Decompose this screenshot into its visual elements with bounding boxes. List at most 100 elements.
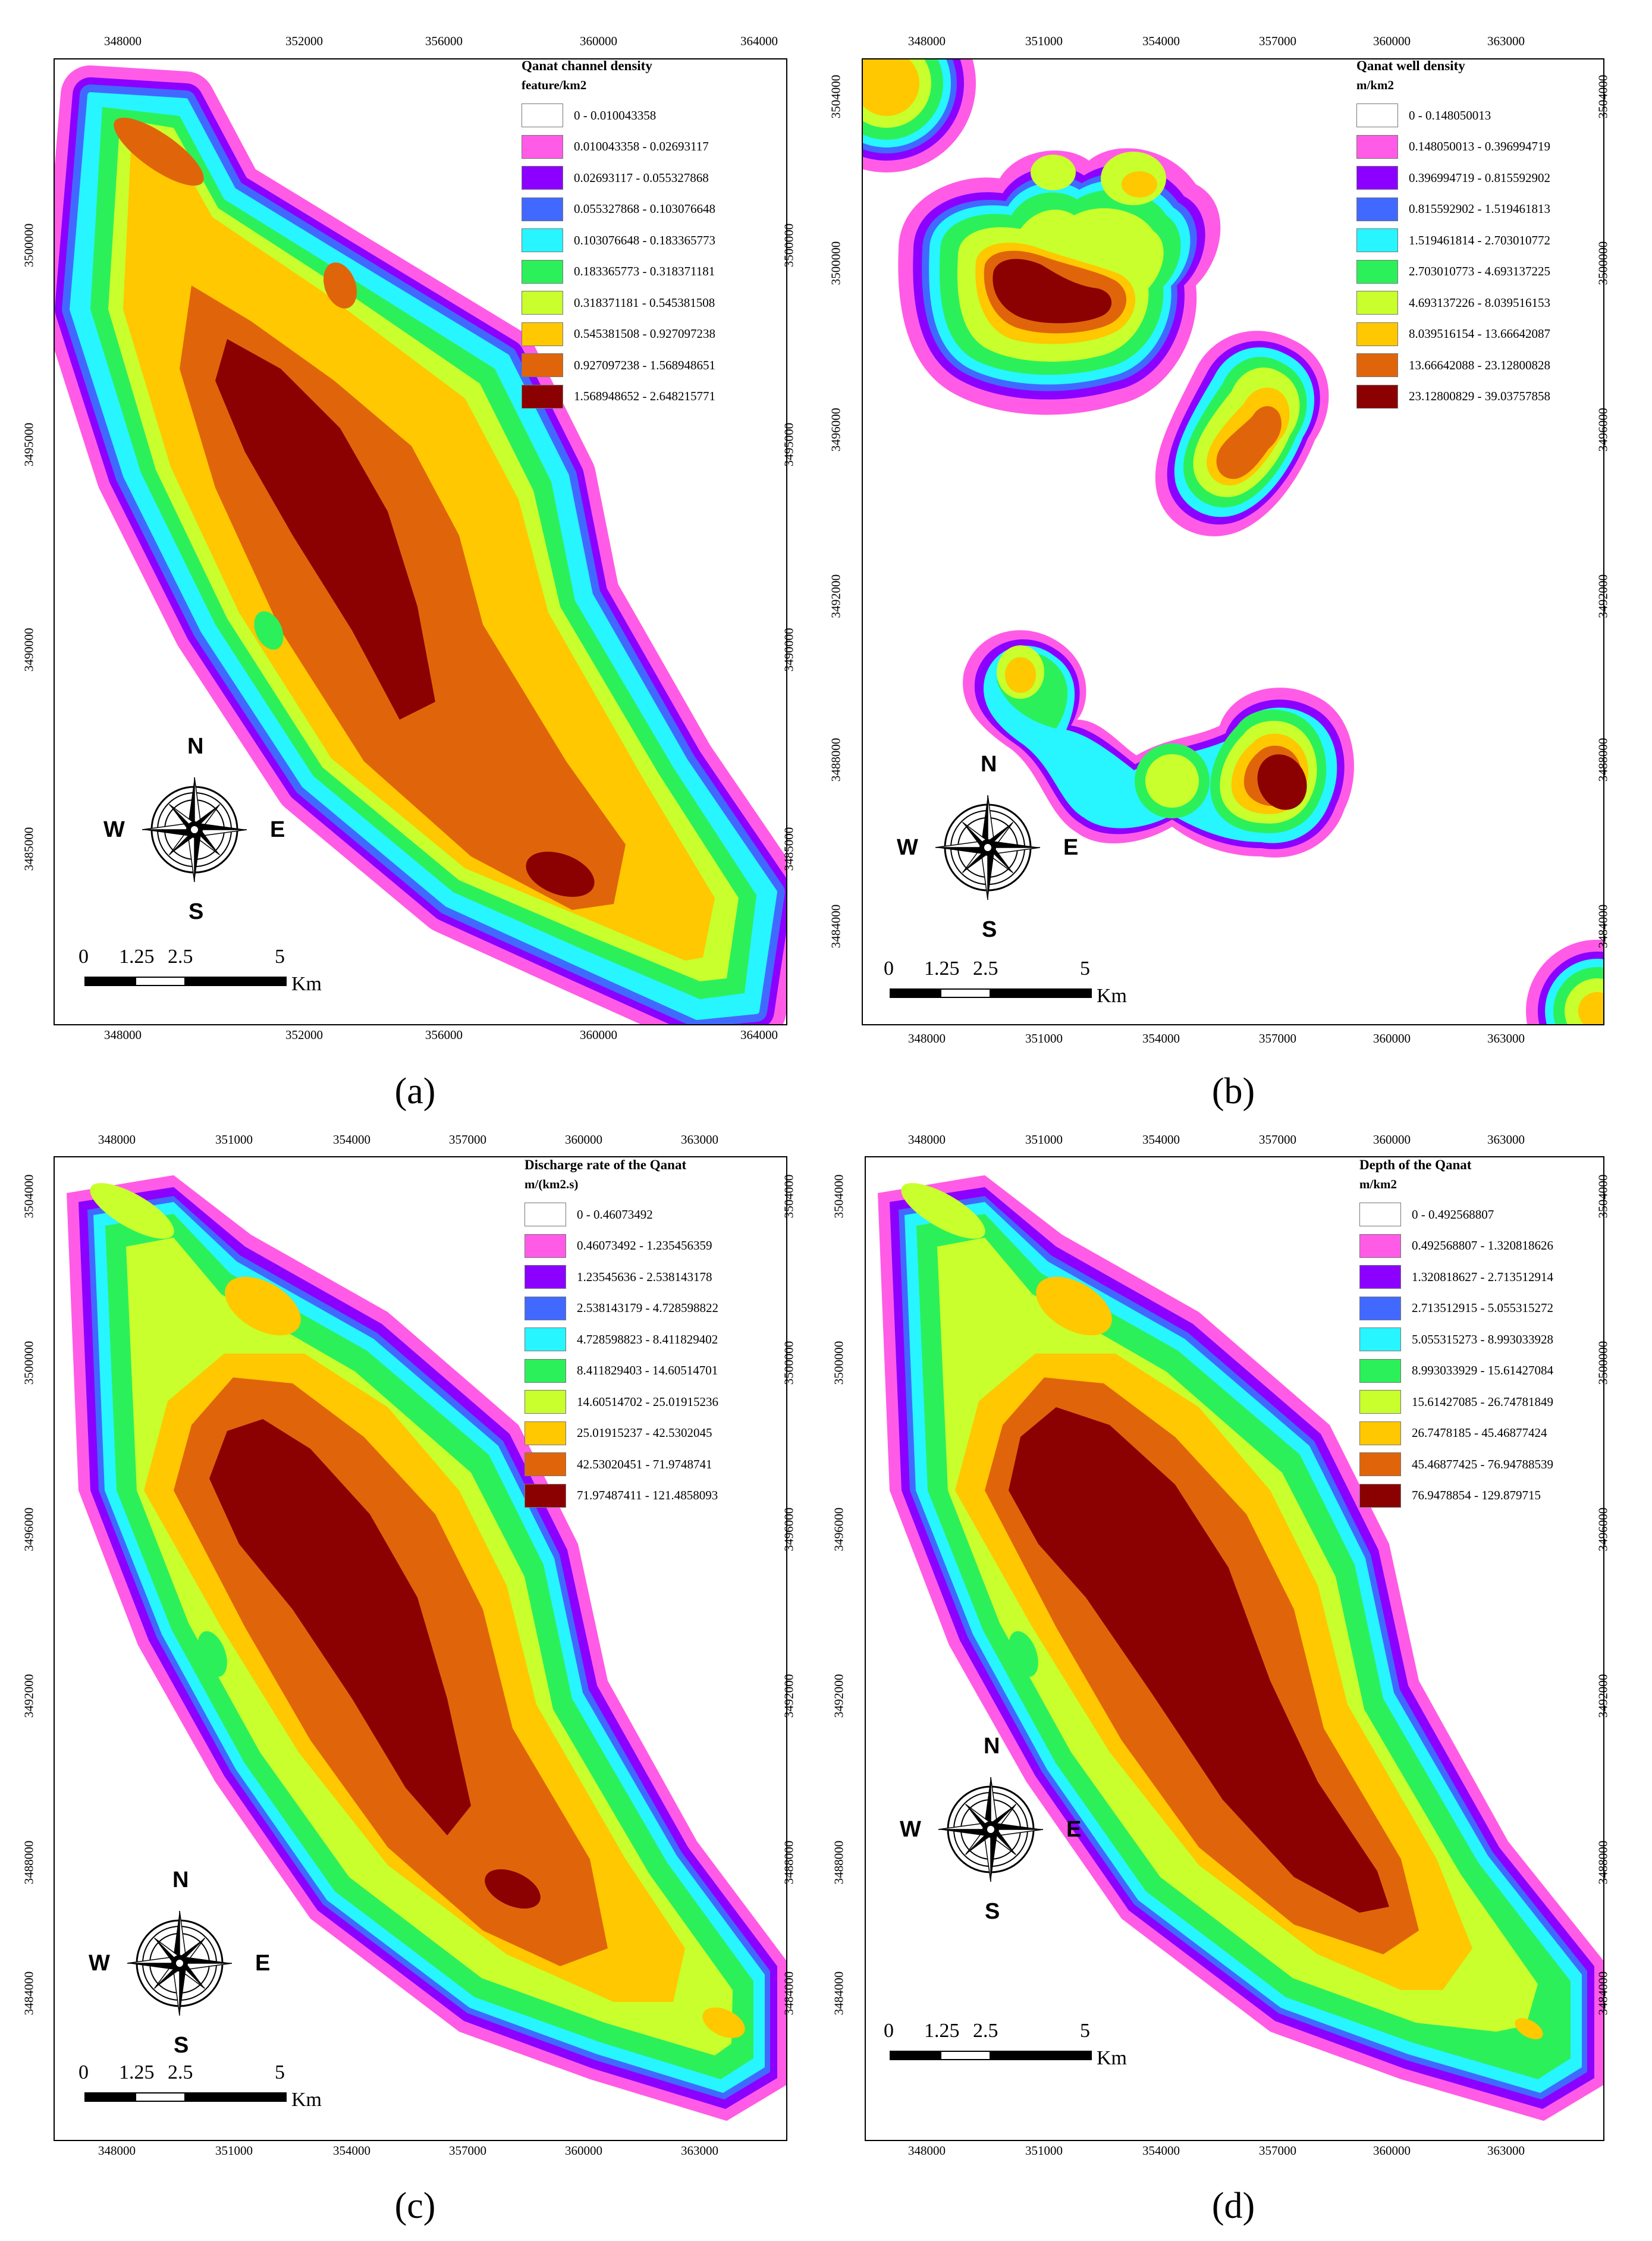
legend-swatch xyxy=(1359,1452,1401,1477)
y-tick-right: 3492000 xyxy=(1596,574,1610,619)
y-tick-right: 3488000 xyxy=(781,1840,796,1885)
legend: Qanat channel density feature/km2 0 - 0.… xyxy=(522,59,715,412)
legend-swatch xyxy=(1359,1390,1401,1414)
legend-swatch xyxy=(1356,197,1398,221)
legend-item: 26.7478185 - 45.46877424 xyxy=(1359,1418,1553,1449)
x-tick-bottom: 348000 xyxy=(98,2143,136,2158)
scale-label: 5 xyxy=(275,946,285,968)
legend-item: 4.728598823 - 8.411829402 xyxy=(525,1324,718,1355)
legend-item: 0 - 0.148050013 xyxy=(1356,100,1550,131)
scale-bar: 0 1.25 2.5 5 Km xyxy=(78,2061,328,2111)
legend-label: 8.993033929 - 15.61427084 xyxy=(1412,1363,1553,1378)
y-tick-left: 3496000 xyxy=(828,407,843,452)
legend-label: 1.519461814 - 2.703010772 xyxy=(1409,233,1550,247)
compass-label-s: S xyxy=(174,2033,189,2058)
scale-label: 2.5 xyxy=(168,2061,193,2083)
legend-label: 0 - 0.46073492 xyxy=(577,1207,653,1222)
legend-swatch xyxy=(522,103,563,128)
scale-segment xyxy=(890,2051,940,2060)
legend-rows: 0 - 0.010043358 0.010043358 - 0.02693117 0… xyxy=(522,100,715,412)
x-tick-bottom: 351000 xyxy=(215,2143,253,2158)
legend-swatch xyxy=(1359,1421,1401,1445)
scale-segment xyxy=(890,988,940,998)
legend-swatch xyxy=(522,353,563,378)
density-map xyxy=(67,1175,786,2121)
y-tick-left: 3504000 xyxy=(828,74,843,119)
x-tick-bottom: 357000 xyxy=(1259,1031,1296,1046)
north-arrow: N S E W xyxy=(103,734,285,924)
scale-unit: Km xyxy=(291,973,322,995)
scale-label: 1.25 xyxy=(119,946,155,968)
legend-item: 8.411829403 - 14.60514701 xyxy=(525,1355,718,1387)
legend-unit: m/km2 xyxy=(1356,78,1394,92)
y-tick-right: 3488000 xyxy=(1596,737,1610,782)
legend-swatch xyxy=(525,1421,566,1445)
legend-label: 26.7478185 - 45.46877424 xyxy=(1412,1426,1547,1440)
legend-label: 5.055315273 - 8.993033928 xyxy=(1412,1332,1553,1347)
legend-item: 0.103076648 - 0.183365773 xyxy=(522,225,715,256)
compass-label-e: E xyxy=(1063,835,1079,860)
legend-item: 4.693137226 - 8.039516153 xyxy=(1356,287,1550,319)
legend-label: 1.568948652 - 2.648215771 xyxy=(574,389,715,404)
legend-swatch xyxy=(522,322,563,346)
scale-label: 1.25 xyxy=(924,958,960,980)
legend-label: 0.46073492 - 1.235456359 xyxy=(577,1238,712,1253)
y-tick-right: 3484000 xyxy=(1596,1971,1610,2016)
compass-label-n: N xyxy=(172,1867,189,1892)
panel-a: 348000 352000 356000 360000 364000 Q xyxy=(0,0,826,1120)
legend: Depth of the Qanat m/km2 0 - 0.492568807… xyxy=(1359,1157,1553,1511)
legend-rows: 0 - 0.148050013 0.148050013 - 0.396994719… xyxy=(1356,100,1550,412)
map-frame: Qanat channel density feature/km2 0 - 0.… xyxy=(54,58,787,1025)
scale-bar: 0 1.25 2.5 5 Km xyxy=(884,958,1133,1007)
legend-swatch xyxy=(525,1327,566,1352)
legend-label: 0.103076648 - 0.183365773 xyxy=(574,233,715,247)
scale-label: 1.25 xyxy=(924,2020,960,2042)
compass-label-n: N xyxy=(981,752,997,777)
y-tick-right: 3500000 xyxy=(781,223,796,268)
y-tick-right: 3488000 xyxy=(1596,1840,1610,1885)
panel-label: (a) xyxy=(394,1071,436,1112)
x-tick-bottom: 351000 xyxy=(1025,2143,1063,2158)
x-tick-bottom: 360000 xyxy=(1373,2143,1411,2158)
x-tick-top: 351000 xyxy=(1025,1132,1063,1147)
scale-bar: 0 1.25 2.5 5 Km xyxy=(78,946,328,995)
compass-label-w: W xyxy=(89,1951,110,1976)
legend-label: 0.815592902 - 1.519461813 xyxy=(1409,202,1550,216)
x-tick-top: 354000 xyxy=(1142,34,1180,48)
legend-title: Depth of the Qanat xyxy=(1359,1157,1472,1172)
x-tick-top: 360000 xyxy=(565,1132,602,1147)
y-tick-left: 3492000 xyxy=(828,574,843,619)
legend-label: 8.039516154 - 13.66642087 xyxy=(1409,327,1550,341)
legend-item: 1.23545636 - 2.538143178 xyxy=(525,1261,718,1293)
scale-segment xyxy=(940,2051,991,2060)
legend-label: 15.61427085 - 26.74781849 xyxy=(1412,1394,1553,1409)
legend-item: 45.46877425 - 76.94788539 xyxy=(1359,1449,1553,1480)
y-tick-right: 3484000 xyxy=(1596,904,1610,949)
legend-label: 0 - 0.148050013 xyxy=(1409,108,1491,123)
legend-item: 0.396994719 - 0.815592902 xyxy=(1356,162,1550,194)
panel-label: (c) xyxy=(394,2186,436,2226)
legend-label: 1.23545636 - 2.538143178 xyxy=(577,1269,712,1284)
legend-label: 4.728598823 - 8.411829402 xyxy=(577,1332,718,1347)
legend-swatch xyxy=(525,1390,566,1414)
x-tick-top: 352000 xyxy=(285,34,323,48)
legend: Qanat well density m/km2 0 - 0.148050013… xyxy=(1356,59,1550,412)
legend-label: 4.693137226 - 8.039516153 xyxy=(1409,295,1550,310)
legend-swatch xyxy=(522,134,563,159)
scale-label: 2.5 xyxy=(168,946,193,968)
scale-label: 5 xyxy=(1080,2020,1090,2042)
x-tick-bottom: 357000 xyxy=(449,2143,486,2158)
legend-unit: feature/km2 xyxy=(522,78,587,92)
y-tick-left: 3495000 xyxy=(21,422,36,467)
legend-swatch xyxy=(1356,322,1398,346)
compass-label-e: E xyxy=(270,817,285,842)
x-tick-bottom: 360000 xyxy=(565,2143,602,2158)
legend-label: 0.492568807 - 1.320818626 xyxy=(1412,1238,1553,1253)
y-tick-right: 3504000 xyxy=(1596,74,1610,119)
legend-swatch xyxy=(1359,1296,1401,1320)
y-tick-right: 3504000 xyxy=(1596,1174,1610,1219)
legend-swatch xyxy=(1359,1358,1401,1383)
legend-item: 0.927097238 - 1.568948651 xyxy=(522,350,715,381)
legend-item: 13.66642088 - 23.12800828 xyxy=(1356,350,1550,381)
legend-swatch xyxy=(525,1234,566,1258)
